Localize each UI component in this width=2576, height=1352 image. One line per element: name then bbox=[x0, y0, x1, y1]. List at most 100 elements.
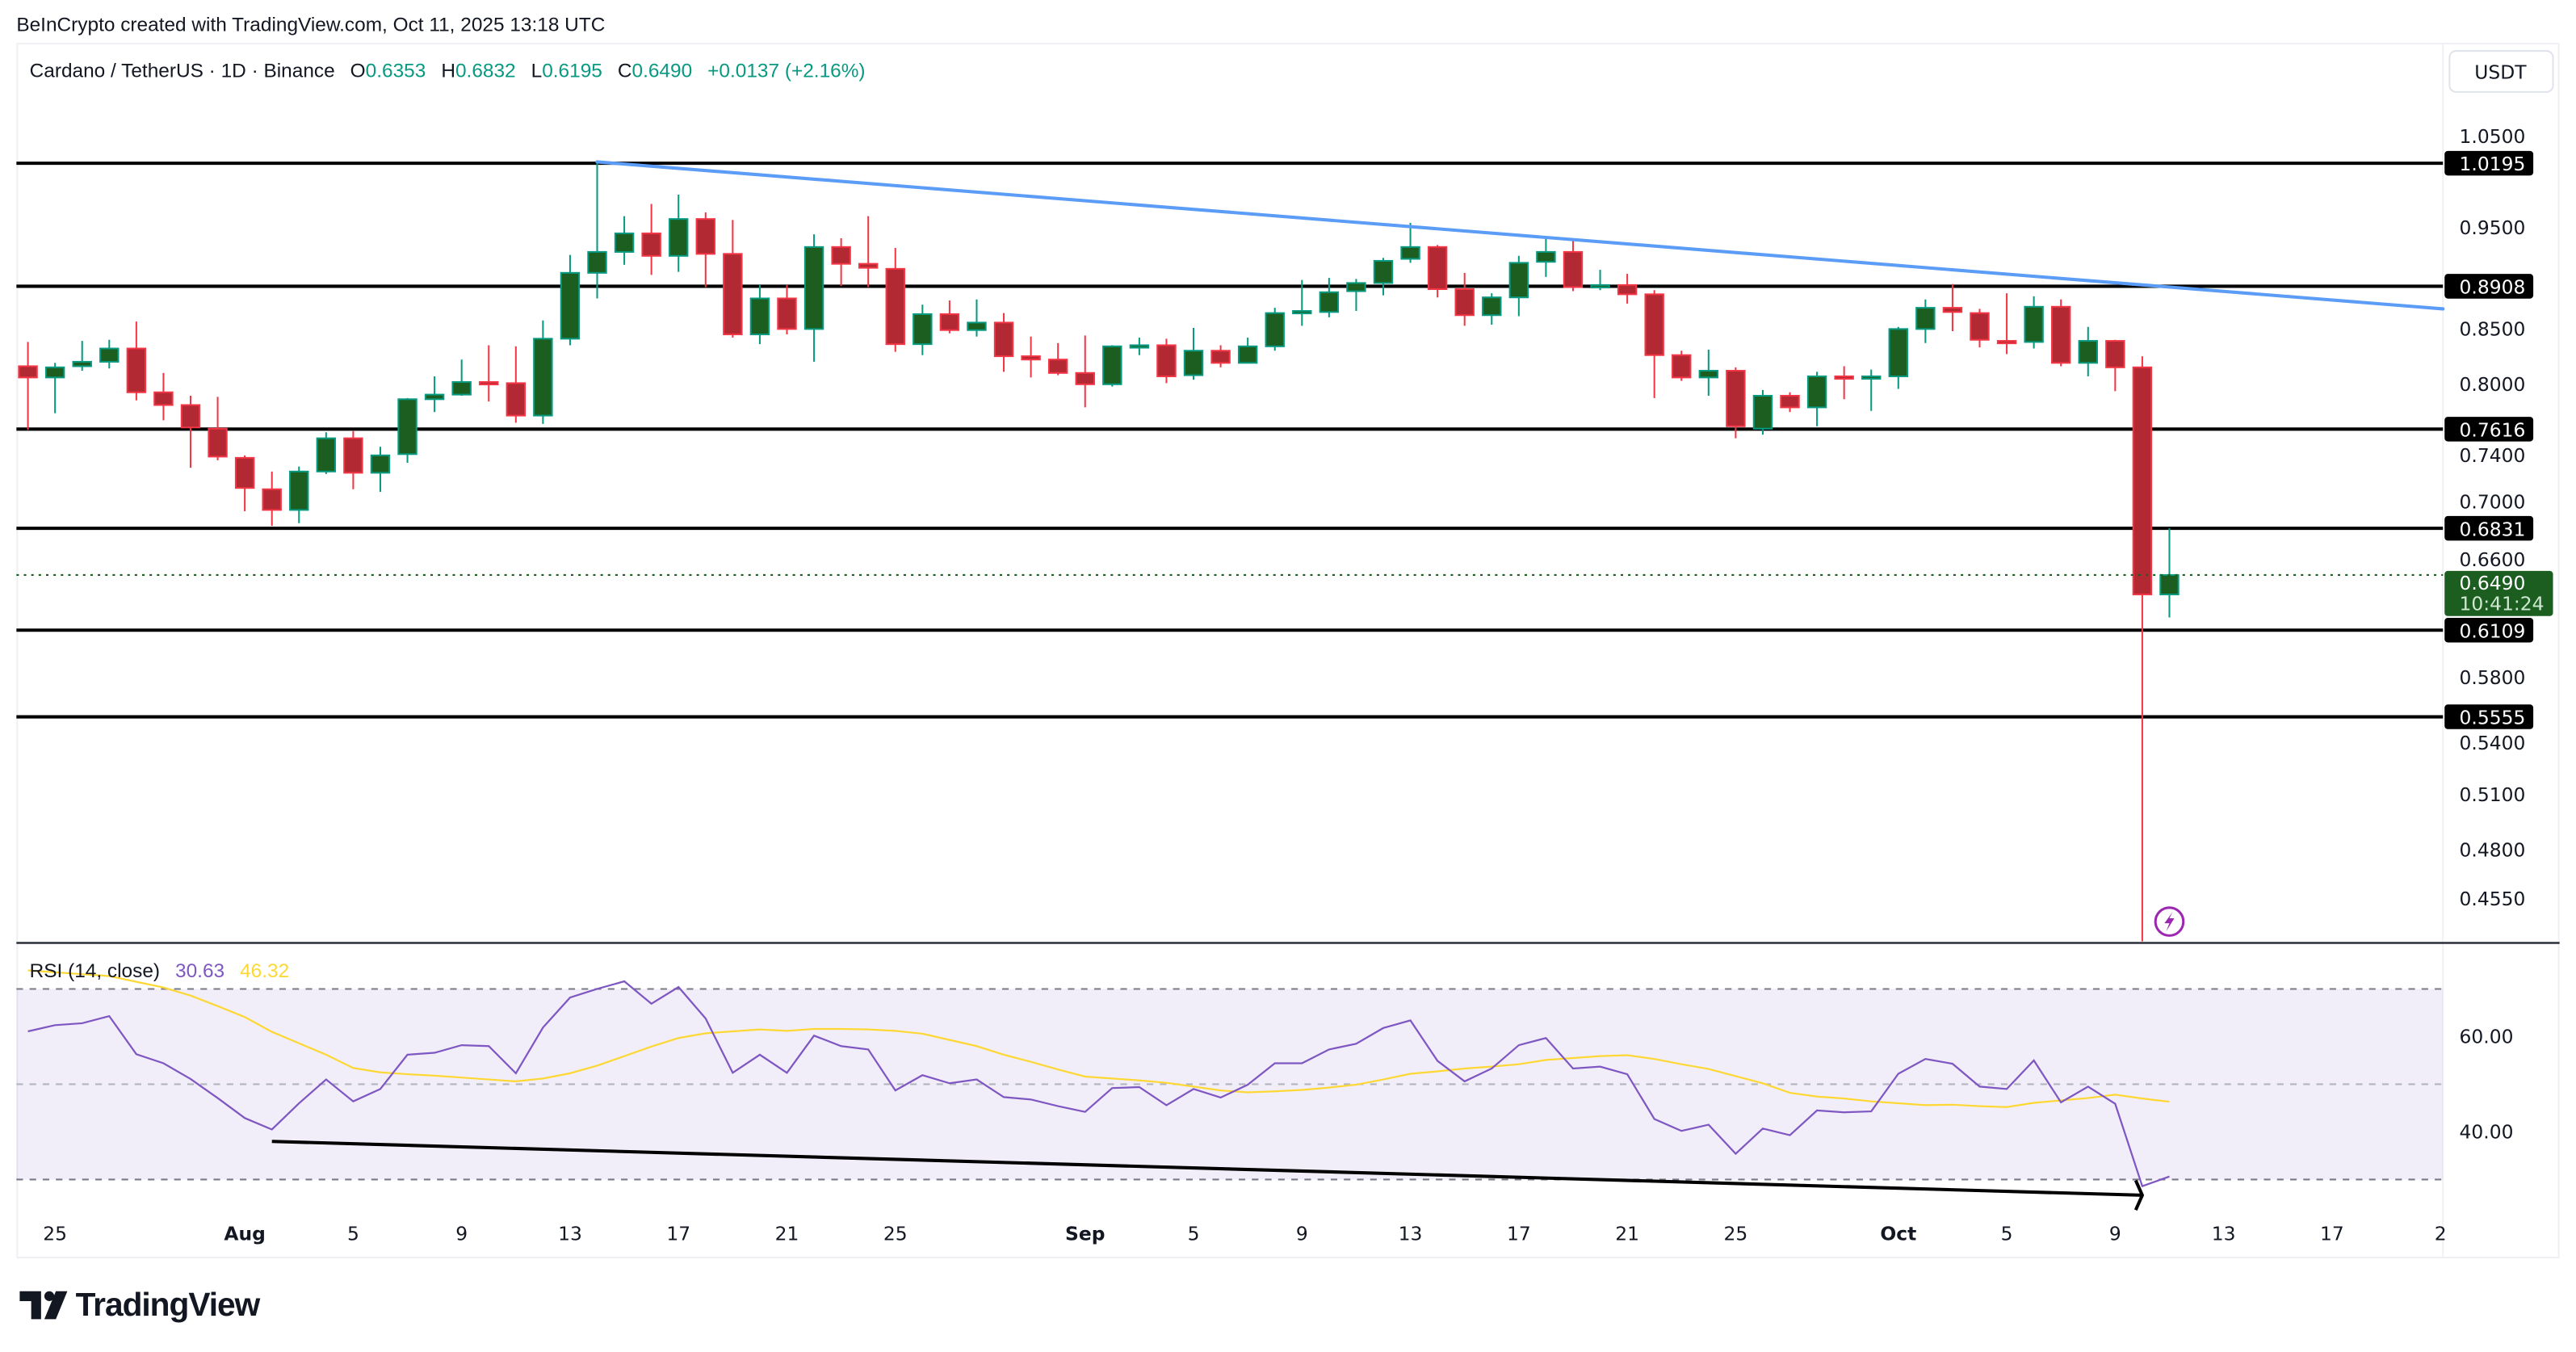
time-tick-label: 13 bbox=[558, 1223, 582, 1245]
candle[interactable] bbox=[1888, 326, 1909, 389]
candle[interactable] bbox=[262, 471, 282, 526]
candle[interactable] bbox=[1780, 392, 1800, 413]
candle[interactable] bbox=[343, 430, 363, 489]
candle[interactable] bbox=[1915, 299, 1936, 343]
candle[interactable] bbox=[939, 300, 960, 334]
candle[interactable] bbox=[1427, 245, 1448, 298]
candle[interactable] bbox=[913, 304, 933, 355]
candle[interactable] bbox=[99, 339, 120, 369]
candle[interactable] bbox=[669, 194, 689, 272]
rsi-line[interactable] bbox=[27, 980, 2170, 1188]
candle[interactable] bbox=[1047, 342, 1068, 376]
candle[interactable] bbox=[1319, 278, 1340, 317]
time-axis[interactable]: 25 Aug 5 9 13 17 21 25 Sep 5 9 13 17 21 25 Oct 5 9 13 17 2 bbox=[43, 1223, 2446, 1245]
candle[interactable] bbox=[479, 345, 499, 402]
candle[interactable] bbox=[316, 432, 337, 474]
candle[interactable] bbox=[803, 234, 824, 362]
candle[interactable] bbox=[993, 313, 1014, 372]
candle[interactable] bbox=[370, 447, 391, 492]
candle[interactable] bbox=[1210, 345, 1231, 367]
candle[interactable] bbox=[2024, 296, 2044, 349]
candle[interactable] bbox=[2132, 356, 2153, 942]
candle[interactable] bbox=[424, 376, 445, 413]
candle[interactable] bbox=[1536, 237, 1556, 277]
candle[interactable] bbox=[533, 320, 553, 424]
candle[interactable] bbox=[1752, 389, 1773, 435]
alert-lightning-icon[interactable] bbox=[2154, 906, 2185, 937]
candle[interactable] bbox=[1672, 351, 1692, 381]
price-axis[interactable]: 1.0500 0.9500 0.8500 0.8000 0.7400 0.7000 0.66… bbox=[2460, 125, 2526, 910]
candle[interactable] bbox=[1183, 328, 1204, 380]
candle[interactable] bbox=[641, 204, 661, 275]
rsi-legend[interactable]: RSI (14, close) 30.63 46.32 bbox=[30, 960, 290, 982]
open-label: O bbox=[350, 61, 366, 82]
candle[interactable] bbox=[1617, 274, 1638, 304]
candle[interactable] bbox=[1942, 283, 1963, 332]
candle[interactable] bbox=[208, 397, 228, 460]
candle[interactable] bbox=[506, 346, 527, 423]
tradingview-logo[interactable]: TradingView bbox=[19, 1286, 262, 1323]
level-label-text: 0.6831 bbox=[2460, 518, 2526, 540]
rsi-divergence-line[interactable] bbox=[271, 1140, 2142, 1197]
price-tick-label: 0.5800 bbox=[2460, 666, 2526, 689]
candle[interactable] bbox=[2159, 527, 2180, 618]
candle[interactable] bbox=[153, 372, 174, 421]
candle[interactable] bbox=[2050, 299, 2071, 367]
candle[interactable] bbox=[1265, 308, 1285, 351]
candle[interactable] bbox=[1021, 336, 1041, 378]
candle[interactable] bbox=[614, 216, 635, 265]
candle[interactable] bbox=[2105, 339, 2125, 392]
candle[interactable] bbox=[695, 212, 715, 288]
candle[interactable] bbox=[1237, 338, 1258, 364]
candle[interactable] bbox=[72, 341, 92, 371]
rsi-ma-line[interactable] bbox=[27, 969, 2170, 1108]
candle-body bbox=[180, 404, 201, 429]
candle[interactable] bbox=[723, 220, 743, 338]
candle[interactable] bbox=[1129, 338, 1150, 355]
candle[interactable] bbox=[587, 162, 607, 299]
candle-body bbox=[939, 313, 960, 331]
candle[interactable] bbox=[1970, 309, 1990, 348]
candle[interactable] bbox=[1102, 345, 1122, 387]
candle[interactable] bbox=[858, 216, 879, 288]
candle[interactable] bbox=[1726, 367, 1746, 439]
candle[interactable] bbox=[1644, 290, 1664, 398]
symbol-legend[interactable]: Cardano / TetherUS · 1D · Binance O0.635… bbox=[30, 61, 866, 82]
candle[interactable] bbox=[1075, 335, 1095, 408]
candle[interactable] bbox=[1698, 349, 1719, 397]
candle[interactable] bbox=[1454, 272, 1475, 326]
rsi-pane[interactable] bbox=[16, 969, 2444, 1211]
candle[interactable] bbox=[1373, 258, 1394, 296]
candle[interactable] bbox=[1482, 293, 1502, 325]
candle[interactable] bbox=[1156, 338, 1177, 384]
candle[interactable] bbox=[1508, 255, 1529, 317]
currency-button[interactable]: USDT bbox=[2448, 50, 2554, 93]
candle[interactable] bbox=[1996, 293, 2017, 355]
candle[interactable] bbox=[1861, 369, 1882, 411]
candle[interactable] bbox=[451, 359, 472, 397]
candle[interactable] bbox=[18, 342, 38, 430]
candle[interactable] bbox=[1563, 239, 1584, 292]
candle[interactable] bbox=[749, 284, 770, 345]
candle[interactable] bbox=[831, 237, 851, 287]
candle[interactable] bbox=[1590, 270, 1610, 291]
descending-trendline[interactable] bbox=[595, 160, 2445, 311]
candle[interactable] bbox=[1806, 372, 1827, 426]
candle[interactable] bbox=[967, 299, 987, 337]
candle[interactable] bbox=[1834, 366, 1854, 400]
candle[interactable] bbox=[126, 321, 147, 401]
candle[interactable] bbox=[397, 397, 417, 464]
candle[interactable] bbox=[234, 455, 255, 512]
candle[interactable] bbox=[885, 248, 905, 352]
candle[interactable] bbox=[1400, 222, 1420, 263]
candle[interactable] bbox=[560, 254, 581, 346]
candle[interactable] bbox=[1346, 279, 1366, 312]
candle[interactable] bbox=[1292, 279, 1312, 326]
price-pane[interactable] bbox=[16, 160, 2445, 942]
candle[interactable] bbox=[289, 466, 309, 523]
rsi-axis[interactable]: 60.00 40.00 bbox=[2460, 1026, 2514, 1144]
candle[interactable] bbox=[777, 284, 797, 335]
candle[interactable] bbox=[2078, 326, 2098, 376]
candle[interactable] bbox=[180, 396, 201, 468]
candle[interactable] bbox=[44, 363, 65, 414]
